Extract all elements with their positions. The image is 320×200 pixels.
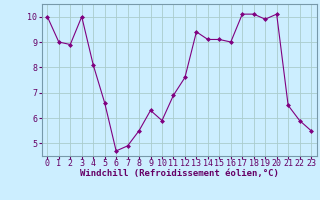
X-axis label: Windchill (Refroidissement éolien,°C): Windchill (Refroidissement éolien,°C) bbox=[80, 169, 279, 178]
